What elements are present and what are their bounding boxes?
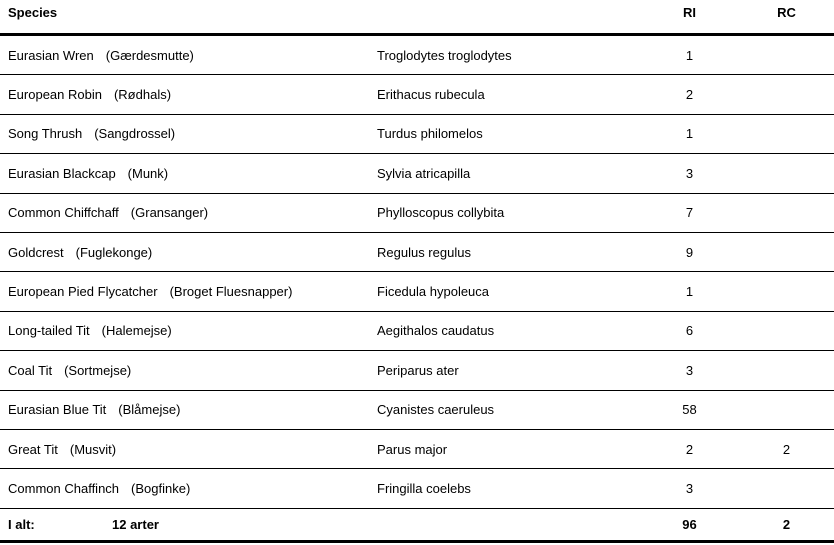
species-common-name: Great Tit <box>8 441 58 457</box>
species-name-cell: Eurasian Blue Tit (Blåmejse) <box>0 402 369 417</box>
table-footer: I alt: 12 arter 96 2 <box>0 509 834 543</box>
species-common-name: Common Chaffinch <box>8 480 120 496</box>
species-scientific-name: Sylvia atricapilla <box>377 165 471 181</box>
table-row: Coal Tit (Sortmejse) Periparus ater 3 <box>0 351 834 391</box>
ri-value: 1 <box>685 284 694 300</box>
species-scientific-name: Ficedula hypoleuca <box>377 284 490 300</box>
species-common-name: Eurasian Blackcap <box>8 165 116 181</box>
ri-total: 96 <box>682 516 697 532</box>
species-scientific-name: Troglodytes troglodytes <box>377 47 512 63</box>
table-header: Species RI RC <box>0 0 834 36</box>
column-header-ri: RI <box>683 5 696 20</box>
species-common-name: Common Chiffchaff <box>8 205 119 221</box>
ri-value: 3 <box>685 480 694 496</box>
ri-value: 2 <box>685 87 694 103</box>
table-row: Song Thrush (Sangdrossel) Turdus philomel… <box>0 115 834 155</box>
species-danish-name: (Musvit) <box>69 441 117 457</box>
ri-value: 6 <box>685 323 694 339</box>
species-name-cell: Eurasian Blackcap (Munk) <box>0 166 369 181</box>
table-row: Eurasian Wren (Gærdesmutte) Troglodytes t… <box>0 36 834 76</box>
species-danish-name: (Gransanger) <box>130 205 209 221</box>
species-name-cell: Eurasian Wren (Gærdesmutte) <box>0 48 369 63</box>
footer-summary-cell: I alt: 12 arter <box>0 517 369 532</box>
species-scientific-name: Phylloscopus collybita <box>377 205 505 221</box>
ri-value: 3 <box>685 165 694 181</box>
table-row: Eurasian Blue Tit (Blåmejse) Cyanistes ca… <box>0 391 834 430</box>
species-danish-name: (Blåmejse) <box>118 402 181 418</box>
table-row: Goldcrest (Fuglekonge) Regulus regulus 9 <box>0 233 834 273</box>
species-common-name: Eurasian Wren <box>8 47 94 63</box>
rc-total: 2 <box>782 516 791 532</box>
species-danish-name: (Halemejse) <box>101 323 172 339</box>
table-row: Common Chaffinch (Bogfinke) Fringilla coe… <box>0 469 834 509</box>
species-scientific-name: Fringilla coelebs <box>377 480 471 496</box>
total-label: I alt: <box>8 516 35 532</box>
table-row: European Pied Flycatcher (Broget Fluesnap… <box>0 272 834 312</box>
species-name-cell: Common Chiffchaff (Gransanger) <box>0 205 369 220</box>
species-name-cell: European Pied Flycatcher (Broget Fluesnap… <box>0 284 369 299</box>
species-scientific-name: Periparus ater <box>377 362 459 378</box>
ri-value: 7 <box>685 205 694 221</box>
species-name-cell: Song Thrush (Sangdrossel) <box>0 126 369 141</box>
ri-value: 2 <box>685 441 694 457</box>
species-name-cell: Long-tailed Tit (Halemejse) <box>0 323 369 338</box>
table-row: Common Chiffchaff (Gransanger) Phylloscop… <box>0 194 834 233</box>
ri-value: 9 <box>685 244 694 260</box>
species-name-cell: Coal Tit (Sortmejse) <box>0 363 369 378</box>
species-danish-name: (Bogfinke) <box>131 480 191 496</box>
species-common-name: Coal Tit <box>8 362 53 378</box>
species-danish-name: (Rødhals) <box>113 87 172 103</box>
table-row: Eurasian Blackcap (Munk) Sylvia atricapil… <box>0 154 834 194</box>
ri-value: 58 <box>682 402 697 418</box>
species-common-name: European Robin <box>8 87 102 103</box>
species-common-name: Eurasian Blue Tit <box>8 402 107 418</box>
ri-value: 3 <box>685 362 694 378</box>
species-danish-name: (Sangdrossel) <box>94 126 176 142</box>
species-common-name: Song Thrush <box>8 126 83 142</box>
species-scientific-name: Aegithalos caudatus <box>377 323 495 339</box>
table-row: Great Tit (Musvit) Parus major 2 2 <box>0 430 834 470</box>
column-header-rc: RC <box>777 5 796 20</box>
rc-value: 2 <box>782 441 791 457</box>
table-row: European Robin (Rødhals) Erithacus rubecu… <box>0 75 834 115</box>
species-scientific-name: Turdus philomelos <box>377 126 483 142</box>
species-common-name: Long-tailed Tit <box>8 323 90 339</box>
species-danish-name: (Munk) <box>127 165 169 181</box>
ri-value: 1 <box>685 47 694 63</box>
species-scientific-name: Regulus regulus <box>377 244 471 260</box>
species-common-name: European Pied Flycatcher <box>8 284 158 300</box>
ri-value: 1 <box>685 126 694 142</box>
species-scientific-name: Parus major <box>377 441 448 457</box>
species-name-cell: Goldcrest (Fuglekonge) <box>0 245 369 260</box>
species-danish-name: (Gærdesmutte) <box>105 47 194 63</box>
species-danish-name: (Sortmejse) <box>64 362 132 378</box>
species-name-cell: Common Chaffinch (Bogfinke) <box>0 481 369 496</box>
species-name-cell: Great Tit (Musvit) <box>0 442 369 457</box>
total-species-count: 12 arter <box>112 516 159 532</box>
table-body: Eurasian Wren (Gærdesmutte) Troglodytes t… <box>0 36 834 509</box>
species-scientific-name: Erithacus rubecula <box>377 87 485 103</box>
species-danish-name: (Broget Fluesnapper) <box>169 284 293 300</box>
table-row: Long-tailed Tit (Halemejse) Aegithalos ca… <box>0 312 834 352</box>
species-common-name: Goldcrest <box>8 244 64 260</box>
species-name-cell: European Robin (Rødhals) <box>0 87 369 102</box>
species-danish-name: (Fuglekonge) <box>75 244 153 260</box>
column-header-species: Species <box>8 5 58 20</box>
species-scientific-name: Cyanistes caeruleus <box>377 402 495 418</box>
